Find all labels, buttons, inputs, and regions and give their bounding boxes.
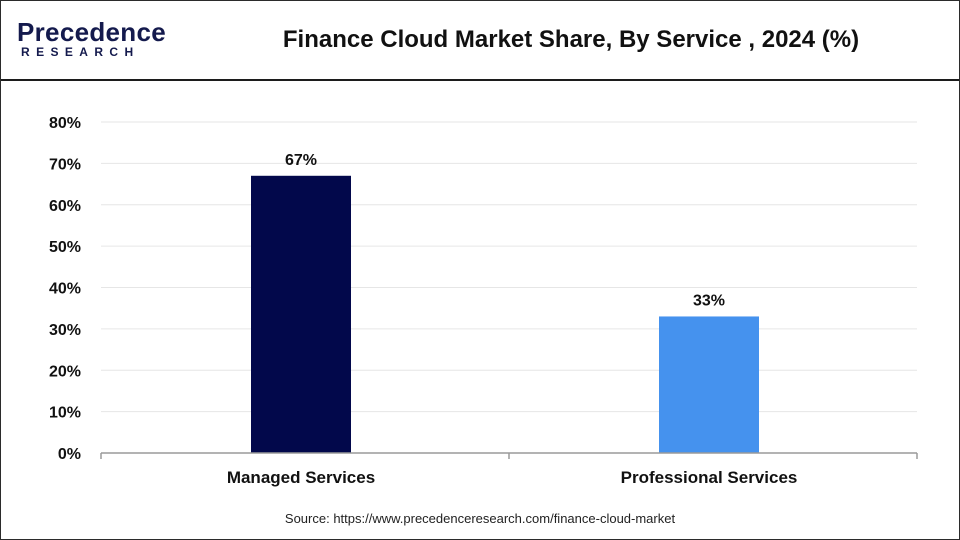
- brand-subtitle: RESEARCH: [21, 45, 140, 59]
- x-tick-label: Managed Services: [227, 468, 375, 487]
- bar: [659, 316, 759, 453]
- brand-name: Precedence: [17, 17, 166, 47]
- grid-lines: [101, 121, 917, 413]
- data-labels: 67% 33%: [285, 152, 725, 310]
- y-tick-label: 30%: [49, 322, 81, 339]
- header: Precedence RESEARCH Finance Cloud Market…: [1, 1, 959, 81]
- bar-chart: 0% 10% 20% 30% 40% 50% 60% 70% 80% 67% 33% Manage…: [49, 115, 918, 487]
- y-tick-label: 70%: [49, 156, 81, 173]
- bars: [251, 175, 759, 453]
- y-tick-label: 80%: [49, 115, 81, 132]
- source-note: Source: https://www.precedenceresearch.c…: [284, 511, 676, 526]
- chart-title: Finance Cloud Market Share, By Service ,…: [282, 26, 860, 53]
- y-tick-label: 10%: [49, 405, 81, 422]
- data-label: 33%: [693, 292, 725, 309]
- x-axis: [100, 452, 918, 459]
- x-axis-tick-labels: Managed Services Professional Services: [227, 468, 798, 487]
- y-axis-tick-labels: 0% 10% 20% 30% 40% 50% 60% 70% 80%: [49, 115, 81, 463]
- y-tick-label: 60%: [49, 198, 81, 215]
- bar: [251, 175, 351, 453]
- y-tick-label: 40%: [49, 281, 81, 298]
- y-tick-label: 0%: [58, 446, 81, 463]
- x-tick-label: Professional Services: [621, 468, 798, 487]
- y-tick-label: 20%: [49, 363, 81, 380]
- brand-logo: Precedence RESEARCH: [17, 17, 177, 67]
- y-tick-label: 50%: [49, 239, 81, 256]
- data-label: 67%: [285, 152, 317, 169]
